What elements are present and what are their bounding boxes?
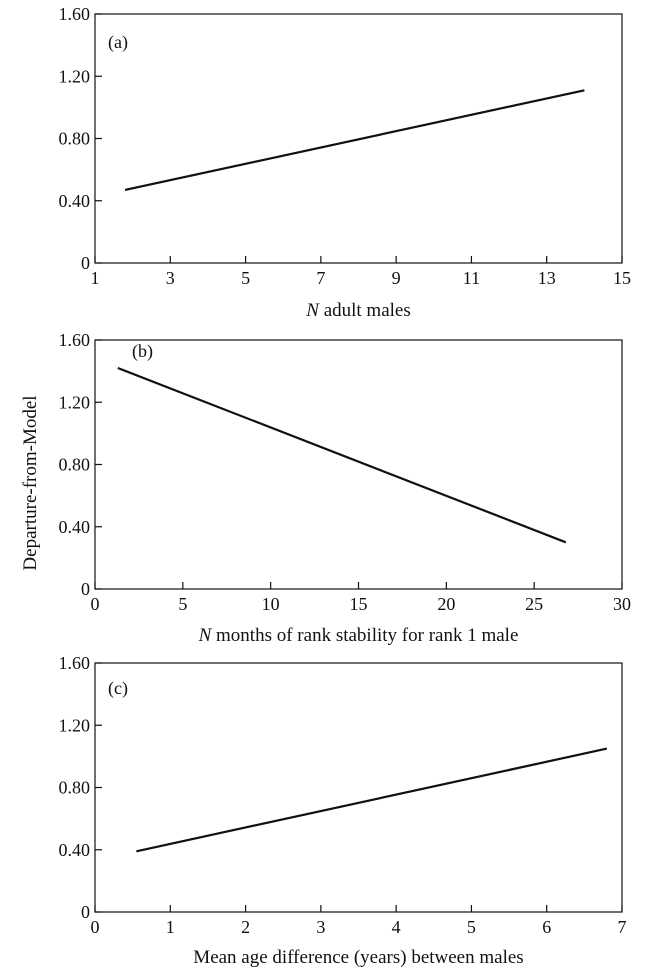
chart-panel-c: 0 1 2 3 4 5 6 7 0 0.40 0.80 1.20 1.60 (c) Mean age dif…: [59, 653, 627, 968]
x-axis-label-text: months of rank stability for rank 1 male: [211, 625, 518, 646]
x-tick-label: 6: [542, 917, 551, 937]
y-tick-label: 0.40: [59, 191, 91, 211]
chart-panel-b: 0 5 10 15 20 25 30 0 0.40 0.80 1.20 1.60 (b) N months…: [59, 330, 632, 646]
y-tick-label: 0.80: [59, 455, 91, 475]
y-axis-label: Departure-from-Model: [20, 395, 41, 570]
y-tick-label: 0: [81, 579, 90, 599]
x-tick-label: 10: [262, 594, 280, 614]
x-tick-label: 5: [241, 268, 250, 288]
x-tick-label: 20: [437, 594, 455, 614]
y-tick-label: 1.20: [59, 715, 91, 735]
y-tick-label: 1.60: [59, 653, 91, 673]
y-tick-label: 1.20: [59, 66, 91, 86]
x-tick-label: 15: [613, 268, 631, 288]
panel-label: (c): [108, 678, 128, 699]
x-tick-label: 25: [525, 594, 543, 614]
x-tick-label: 7: [618, 917, 627, 937]
x-tick-label: 30: [613, 594, 631, 614]
x-tick-label: 15: [350, 594, 368, 614]
x-tick-label: 13: [538, 268, 556, 288]
x-axis-label-text: adult males: [319, 300, 411, 321]
x-axis-label-italic: N: [305, 300, 320, 321]
trend-line: [117, 366, 567, 544]
x-tick-label: 1: [166, 917, 175, 937]
x-tick-label: 2: [241, 917, 250, 937]
x-axis-label-italic: N: [198, 625, 213, 646]
x-tick-label: 0: [91, 594, 100, 614]
trend-line: [136, 747, 608, 853]
x-tick-label: 3: [166, 268, 175, 288]
x-tick-label: 11: [463, 268, 480, 288]
y-tick-label: 1.60: [59, 330, 91, 350]
x-tick-label: 4: [392, 917, 401, 937]
y-tick-label: 0: [81, 253, 90, 273]
x-tick-label: 1: [91, 268, 100, 288]
y-tick-label: 0.40: [59, 840, 91, 860]
panel-label: (b): [132, 341, 153, 362]
x-axis-label-text: Mean age difference (years) between male…: [193, 947, 523, 968]
x-tick-label: 7: [316, 268, 325, 288]
x-axis-label: Mean age difference (years) between male…: [193, 947, 523, 968]
x-axis-label: N adult males: [305, 300, 411, 321]
x-tick-label: 3: [316, 917, 325, 937]
x-axis-label: N months of rank stability for rank 1 ma…: [198, 625, 519, 646]
x-tick-label: 5: [178, 594, 187, 614]
y-tick-label: 1.20: [59, 392, 91, 412]
trend-line: [124, 89, 585, 191]
y-tick-label: 0.40: [59, 517, 91, 537]
plot-frame: [94, 339, 623, 590]
y-tick-label: 0: [81, 902, 90, 922]
y-tick-label: 0.80: [59, 778, 91, 798]
plot-frame: [94, 662, 623, 913]
x-tick-label: 5: [467, 917, 476, 937]
x-tick-label: 0: [91, 917, 100, 937]
panel-label: (a): [108, 32, 128, 53]
y-tick-label: 0.80: [59, 129, 91, 149]
x-tick-label: 9: [392, 268, 401, 288]
y-tick-label: 1.60: [59, 4, 91, 24]
